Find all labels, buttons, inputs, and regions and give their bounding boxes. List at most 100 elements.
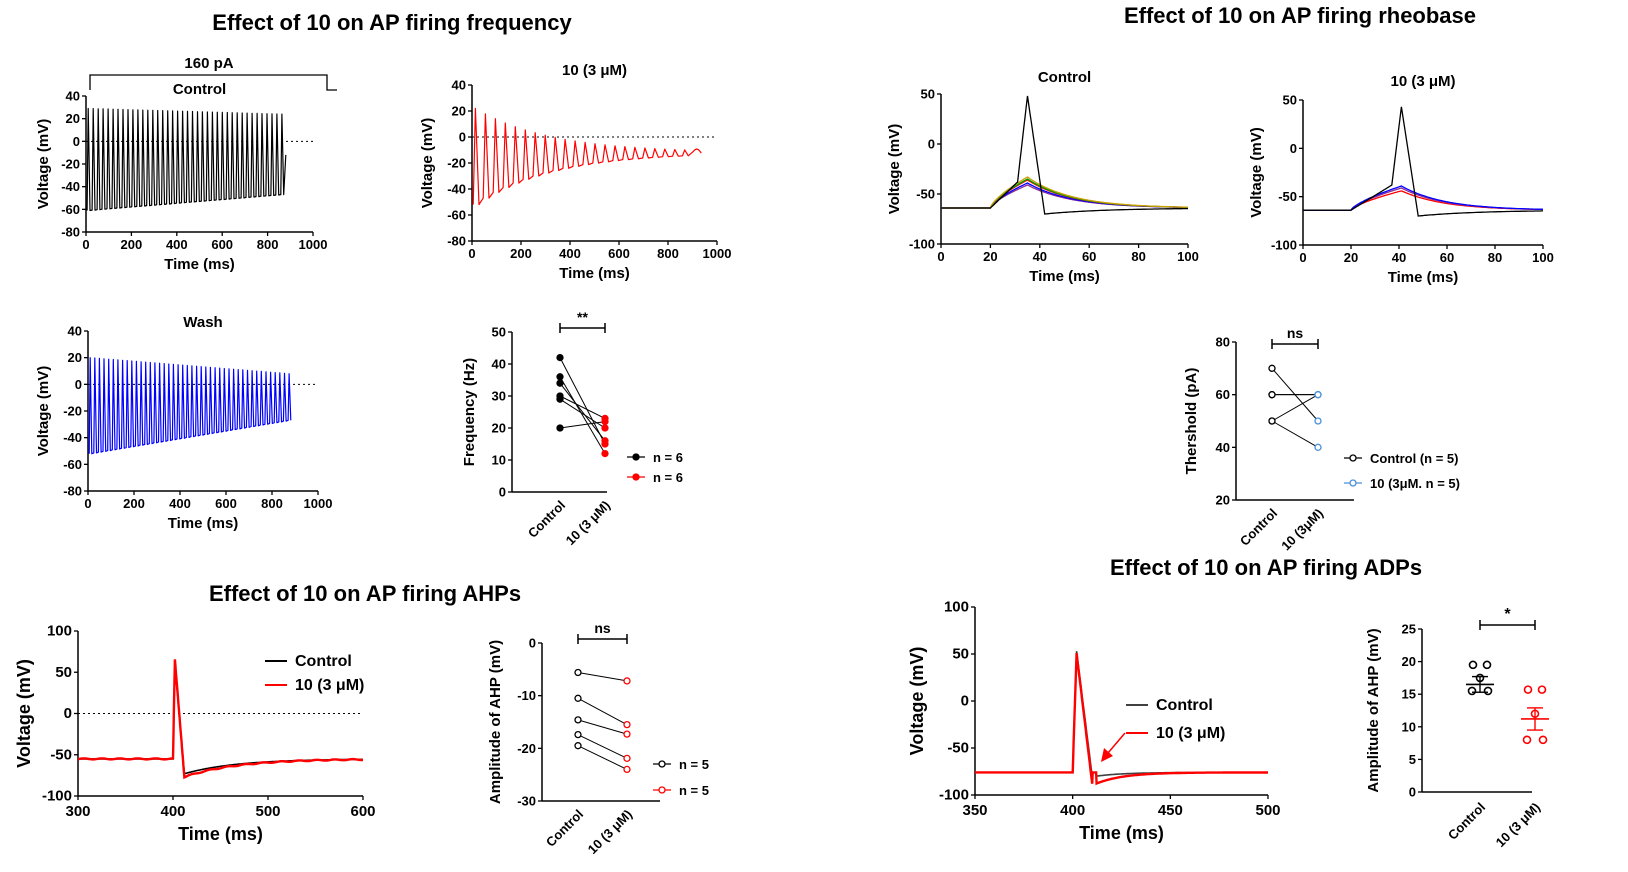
point-control [556, 379, 564, 387]
legend-label: n = 6 [653, 450, 683, 465]
y-tick-label: 40 [452, 78, 466, 93]
point-control [574, 742, 582, 750]
plot-title: Control [173, 81, 226, 98]
plot-title: Wash [183, 314, 222, 331]
point-drug [601, 449, 609, 458]
y-tick-label: -100 [939, 787, 969, 804]
pair-line [577, 719, 628, 735]
pair-line [559, 395, 606, 419]
x-tick-label: 350 [962, 802, 987, 819]
pair-line [577, 672, 628, 682]
x-tick-label: 0 [84, 496, 91, 511]
legend-label: n = 5 [679, 757, 709, 772]
stimulus-step [89, 74, 337, 91]
y-tick-label: 60 [1216, 387, 1230, 402]
significance-label: * [1504, 606, 1511, 623]
x-tick-label: 0 [468, 246, 475, 261]
x-tick-label: 600 [215, 496, 237, 511]
x-tick-label: 200 [123, 496, 145, 511]
x-tick-label: 400 [169, 496, 191, 511]
x-tick-label: 600 [211, 237, 233, 252]
legend-label: Control [295, 653, 352, 670]
y-tick-label: 80 [1216, 335, 1230, 350]
point [1538, 735, 1548, 745]
y-tick-label: -80 [61, 225, 80, 240]
panel-ahp-paired: -30 -20 -10 0 Amplitude of AHP (mV) ns Control… [487, 620, 709, 857]
x-tick-label: 200 [121, 237, 143, 252]
legend-marker [1349, 454, 1357, 462]
x-tick-label: 80 [1488, 250, 1502, 265]
y-tick-label: -80 [447, 234, 466, 249]
point-drug [623, 754, 631, 762]
point-control [1268, 417, 1276, 425]
pair-line [559, 398, 606, 429]
x-tick-label: 600 [350, 803, 375, 820]
legend-label: Control [1156, 697, 1213, 714]
y-tick-label: 10 [1402, 719, 1416, 734]
y-tick-label: 20 [68, 350, 82, 365]
panel-ahp-trace: -100 -50 0 50 100 300 400 500 600 Time (ms) Voltag… [14, 623, 376, 845]
pair-line [1271, 394, 1319, 422]
x-tick-label: 500 [1255, 802, 1280, 819]
section-title-ahp: Effect of 10 on AP firing AHPs [209, 581, 521, 606]
pair-line [559, 357, 606, 445]
x-tick-label: 1000 [703, 246, 732, 261]
y-axis-label: Voltage (mV) [886, 124, 903, 215]
y-tick-label: 5 [1409, 752, 1416, 767]
y-axis-label: Amplitude of AHP (mV) [487, 640, 504, 804]
x-tick-label: 40 [1033, 249, 1047, 264]
y-tick-label: 40 [66, 89, 80, 104]
y-tick-label: 25 [1402, 622, 1416, 637]
point [1483, 686, 1493, 696]
legend-label: Control (n = 5) [1370, 451, 1458, 466]
significance-bracket [577, 634, 628, 644]
legend-label: 10 (3 μM) [1156, 725, 1225, 742]
category-label: Control [525, 498, 568, 541]
y-axis-label: Thershold (pA) [1183, 368, 1200, 475]
x-tick-label: 20 [983, 249, 997, 264]
y-axis-label: Voltage (mV) [14, 659, 34, 768]
y-tick-label: -40 [447, 182, 466, 197]
voltage-trace [78, 659, 363, 780]
y-tick-label: -40 [61, 179, 80, 194]
category-label: 10 (3 μM) [1493, 800, 1543, 850]
point-drug [601, 437, 609, 445]
category-label: Control [543, 807, 586, 850]
voltage-trace [975, 651, 1268, 777]
y-tick-label: -20 [61, 157, 80, 172]
y-axis-label: Voltage (mV) [907, 647, 927, 756]
x-tick-label: 500 [255, 803, 280, 820]
y-tick-label: 40 [68, 324, 82, 339]
legend-marker [1349, 479, 1357, 487]
category-label: Control [1237, 506, 1280, 549]
x-tick-label: 400 [166, 237, 188, 252]
y-tick-label: -50 [50, 746, 72, 763]
pair-line [559, 421, 606, 429]
y-tick-label: -20 [63, 404, 82, 419]
section-title-rheobase: Effect of 10 on AP firing rheobase [1124, 3, 1476, 28]
y-tick-label: 40 [492, 357, 506, 372]
point [1468, 660, 1478, 670]
y-tick-label: -60 [63, 457, 82, 472]
x-tick-label: 80 [1131, 249, 1145, 264]
category-label: 10 (3μM) [1278, 506, 1326, 554]
y-tick-label: 20 [1402, 654, 1416, 669]
y-tick-label: -60 [61, 202, 80, 217]
voltage-trace [472, 107, 702, 206]
point-drug [601, 417, 609, 426]
point [1467, 686, 1477, 696]
y-tick-label: 10 [492, 453, 506, 468]
y-axis-label: Voltage (mV) [1248, 127, 1265, 218]
point-drug [623, 730, 631, 738]
voltage-trace [86, 107, 287, 212]
point [1537, 685, 1547, 694]
point-control [556, 373, 564, 381]
x-axis-label: Time (ms) [164, 256, 235, 273]
x-axis-label: Time (ms) [1079, 823, 1164, 843]
voltage-trace [941, 176, 1189, 209]
y-tick-label: -100 [42, 788, 72, 805]
legend-label: 10 (3μM. n = 5) [1370, 476, 1460, 491]
y-tick-label: -40 [63, 430, 82, 445]
